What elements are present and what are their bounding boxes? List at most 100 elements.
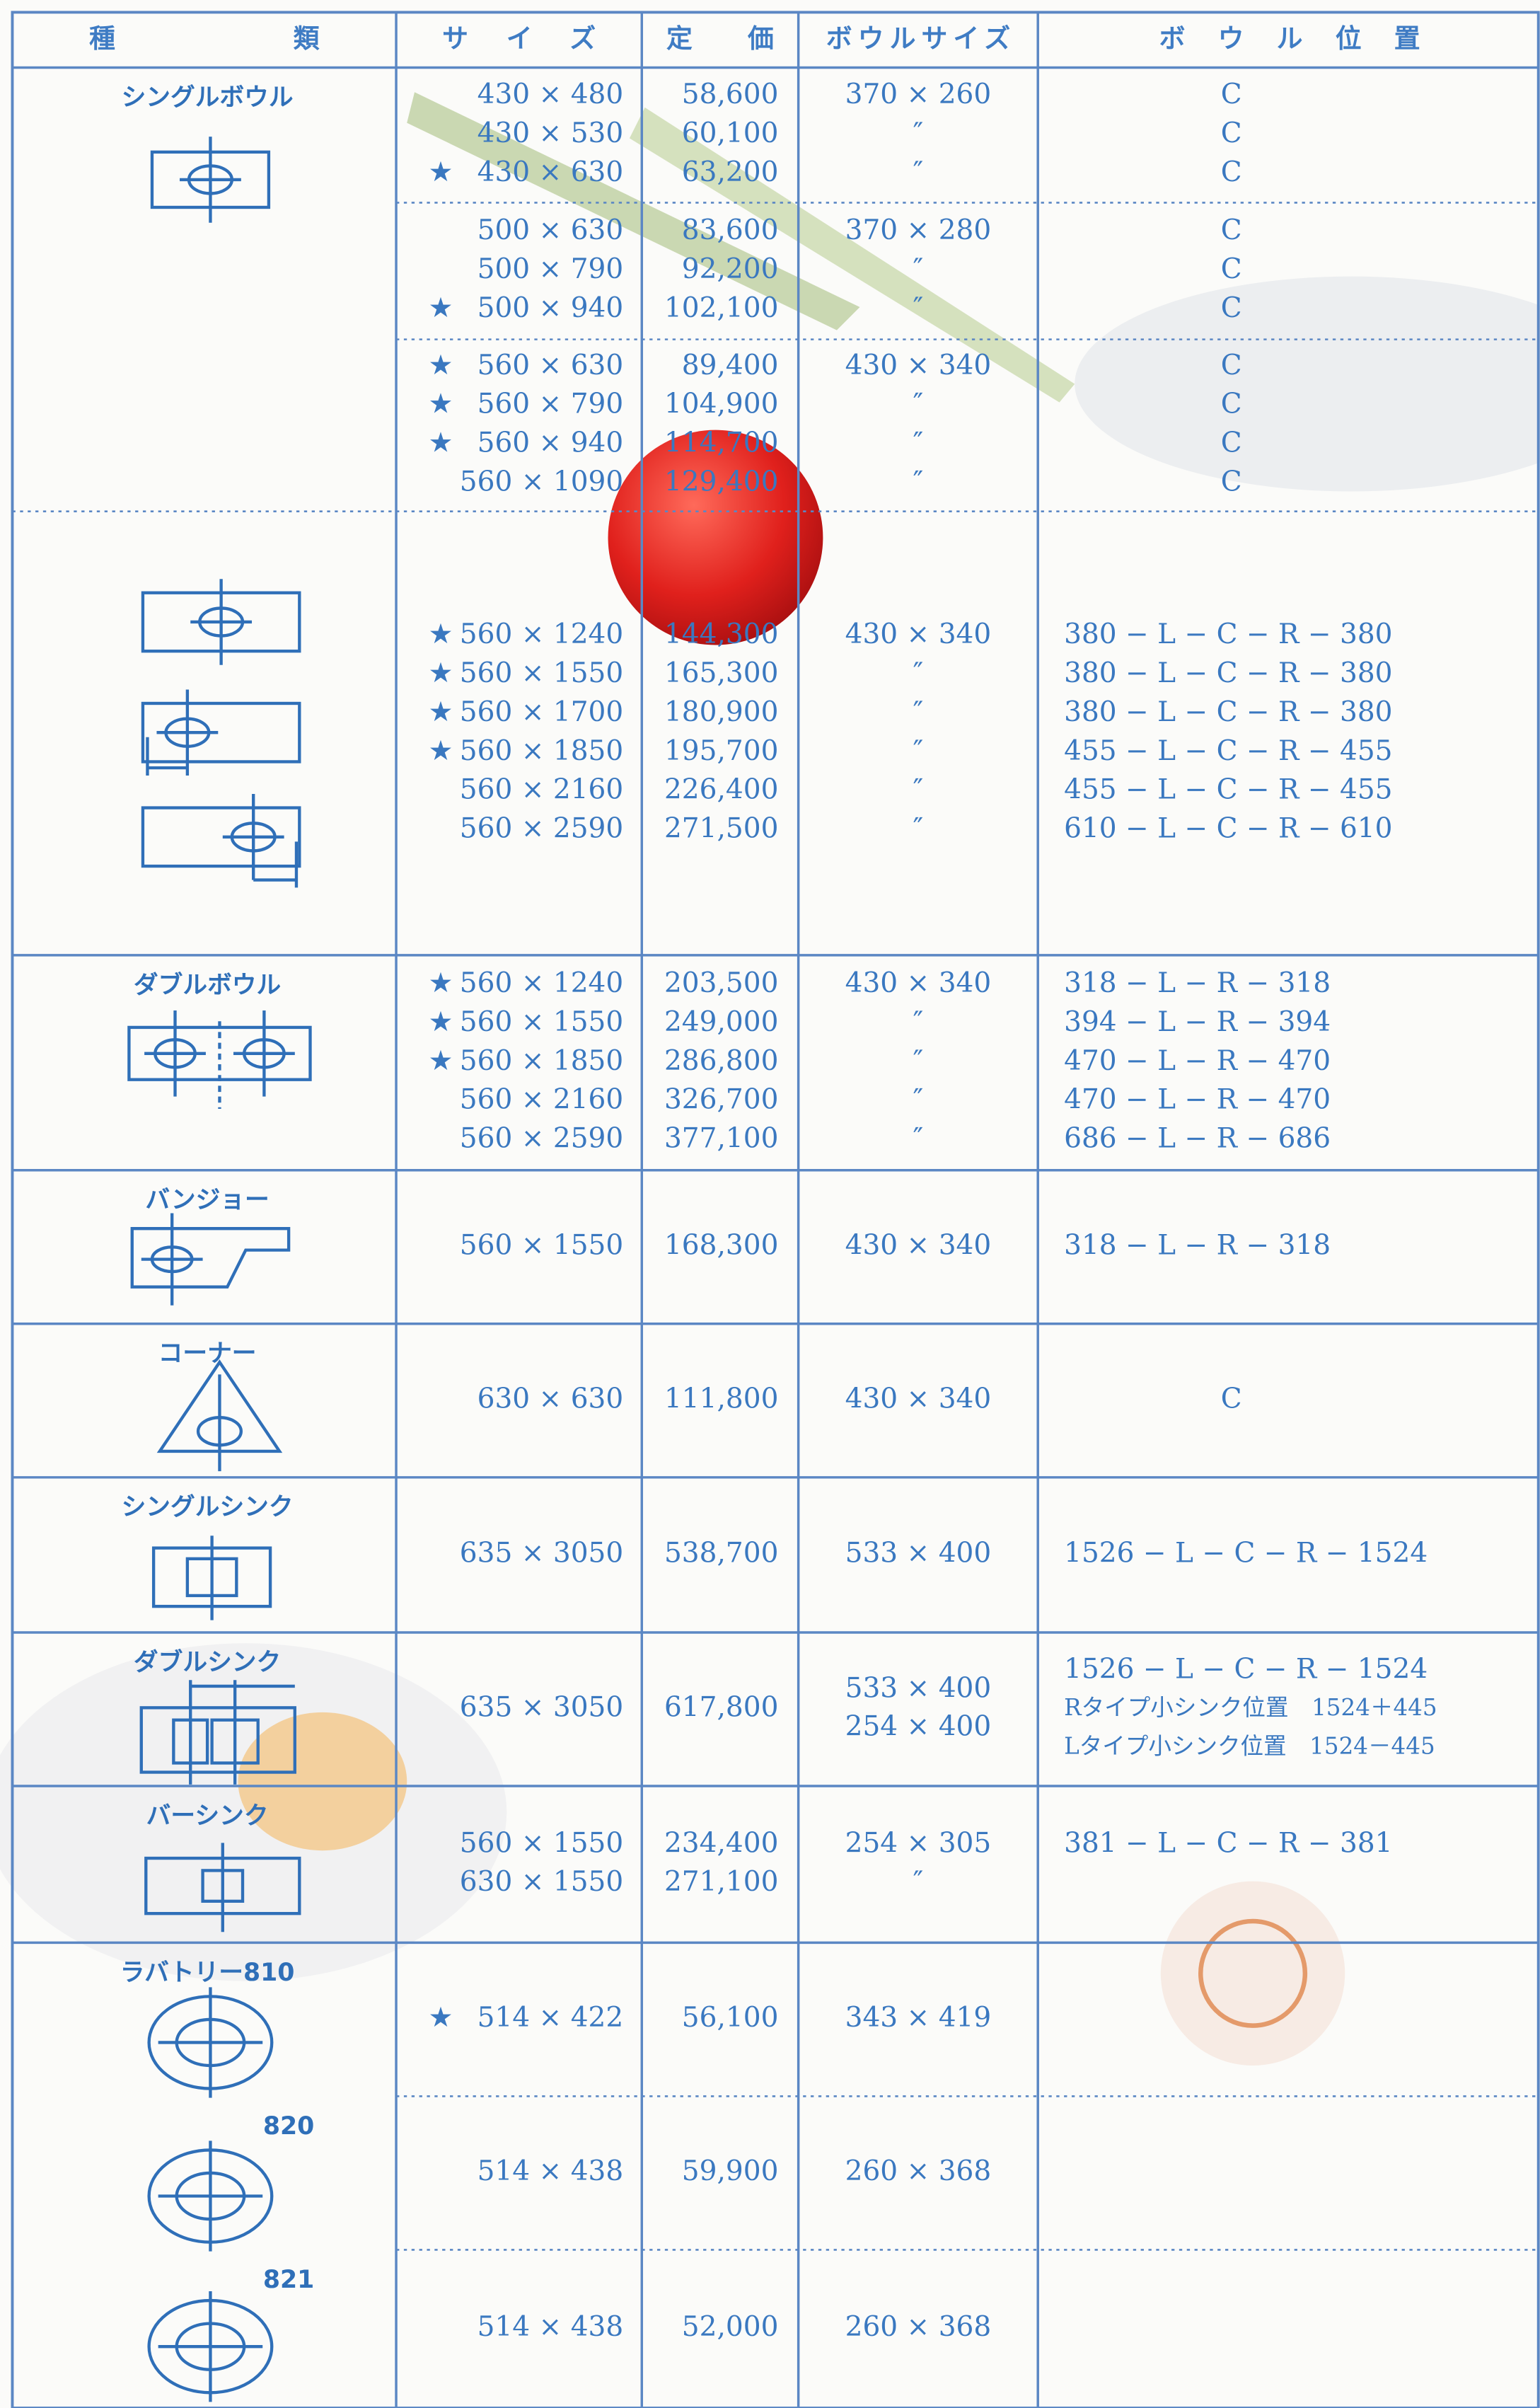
- cell-text: 560 × 1550: [460, 1006, 623, 1038]
- star-mark: ★: [428, 1045, 453, 1077]
- star-mark: ★: [428, 156, 453, 188]
- cell-text: 63,200: [682, 156, 779, 188]
- cell-text: 144,300: [664, 618, 778, 650]
- cell-text: 102,100: [664, 292, 778, 324]
- cell-text: 560 × 1550: [460, 1827, 623, 1859]
- header-cell: ボウルサイズ: [826, 23, 1010, 54]
- star-mark: ★: [428, 1006, 453, 1038]
- header-cell: サイズ: [442, 23, 596, 54]
- cell-text: ″: [913, 774, 924, 806]
- cell-text: C: [1221, 79, 1242, 110]
- cell-text: C: [1221, 253, 1242, 285]
- cell-text: 560 × 790: [477, 388, 624, 420]
- section-label: バンジョー: [145, 1186, 269, 1214]
- cell-text: 318 − L − R − 318: [1064, 1229, 1331, 1261]
- cell-text: 470 − L − R − 470: [1064, 1084, 1331, 1116]
- cell-text: 318 − L − R − 318: [1064, 967, 1331, 999]
- cell-text: ″: [913, 156, 924, 188]
- cell-text: 271,500: [664, 813, 778, 845]
- cell-text: 560 × 630: [477, 350, 624, 381]
- header-cell: ボウル位置: [1159, 23, 1420, 54]
- cell-text: 560 × 1850: [460, 735, 623, 767]
- cell-text: 560 × 2160: [460, 1084, 623, 1116]
- star-mark: ★: [428, 618, 453, 650]
- cell-text: ″: [913, 1045, 924, 1077]
- cell-text: ″: [913, 1084, 924, 1116]
- cell-text: ″: [913, 253, 924, 285]
- icon-shape: [141, 806, 301, 868]
- icon-shape: [141, 701, 301, 764]
- cell-text: ″: [913, 657, 924, 689]
- cell-text: ″: [913, 735, 924, 767]
- cell-text: 1526 − L − C − R − 1524: [1064, 1537, 1428, 1569]
- table-border: [11, 11, 1540, 2408]
- cell-text: ″: [913, 1123, 924, 1155]
- cell-text: ″: [913, 427, 924, 459]
- header-cell: 定価: [666, 23, 774, 54]
- cell-text: 52,000: [682, 2311, 779, 2343]
- cell-text: 560 × 1550: [460, 1229, 623, 1261]
- cell-text: 500 × 790: [477, 253, 624, 285]
- cell-text: 165,300: [664, 657, 778, 689]
- icon-shape: [130, 1227, 291, 1289]
- cell-text: 430 × 530: [477, 117, 624, 149]
- cell-text: 533 × 400: [845, 1672, 992, 1704]
- cell-text: 56,100: [682, 2002, 779, 2034]
- star-mark: ★: [428, 427, 453, 459]
- table-grid: [11, 11, 1540, 2408]
- cell-text: 203,500: [664, 967, 778, 999]
- cell-text: C: [1221, 1383, 1242, 1415]
- cell-text: 617,800: [664, 1692, 778, 1724]
- cell-text: 560 × 2590: [460, 1123, 623, 1155]
- cell-text: ″: [913, 388, 924, 420]
- star-mark: ★: [428, 735, 453, 767]
- cell-text: 686 − L − R − 686: [1064, 1123, 1331, 1155]
- cell-text: 129,400: [664, 466, 778, 498]
- cell-text: 630 × 1550: [460, 1866, 623, 1898]
- cell-text: 430 × 340: [845, 350, 992, 381]
- cell-text: 560 × 2590: [460, 813, 623, 845]
- cell-text: 1526 − L − C − R − 1524: [1064, 1653, 1428, 1685]
- cell-text: 430 × 630: [477, 156, 624, 188]
- cell-text: ″: [913, 813, 924, 845]
- section-label: ダブルシンク: [134, 1647, 281, 1676]
- section-label: シングルボウル: [122, 83, 294, 112]
- cell-text: 455 − L − C − R − 455: [1064, 735, 1392, 767]
- cell-text: 514 × 422: [477, 2002, 624, 2034]
- section-label: ダブルボウル: [134, 970, 281, 999]
- cell-text: 560 × 1550: [460, 657, 623, 689]
- decoration: [0, 92, 1540, 2066]
- cell-text: Rタイプ小シンク位置 1524＋445: [1064, 1694, 1437, 1721]
- cell-text: 226,400: [664, 774, 778, 806]
- cell-text: 560 × 940: [477, 427, 624, 459]
- cell-text: 635 × 3050: [460, 1537, 623, 1569]
- cell-text: 326,700: [664, 1084, 778, 1116]
- section-label: 820: [263, 2112, 314, 2141]
- star-mark: ★: [428, 388, 453, 420]
- cell-text: C: [1221, 214, 1242, 246]
- cell-text: 560 × 1240: [460, 967, 623, 999]
- cell-text: 286,800: [664, 1045, 778, 1077]
- cell-text: 59,900: [682, 2155, 779, 2187]
- cell-text: C: [1221, 427, 1242, 459]
- cell-text: 343 × 419: [845, 2002, 992, 2034]
- cell-text: 635 × 3050: [460, 1692, 623, 1724]
- cell-text: 58,600: [682, 79, 779, 110]
- star-mark: ★: [428, 350, 453, 381]
- cell-text: 195,700: [664, 735, 778, 767]
- cell-text: 560 × 1850: [460, 1045, 623, 1077]
- cell-text: 470 − L − R − 470: [1064, 1045, 1331, 1077]
- cell-text: 500 × 940: [477, 292, 624, 324]
- cell-text: 370 × 260: [845, 79, 992, 110]
- cell-text: 377,100: [664, 1123, 778, 1155]
- cell-text: ″: [913, 292, 924, 324]
- cell-text: 254 × 400: [845, 1711, 992, 1743]
- section-label: 821: [263, 2266, 314, 2294]
- cell-text: 514 × 438: [477, 2311, 624, 2343]
- cell-text: C: [1221, 466, 1242, 498]
- cell-text: 92,200: [682, 253, 779, 285]
- cell-text: 430 × 340: [845, 1229, 992, 1261]
- section-label: シングルシンク: [122, 1493, 294, 1521]
- cell-text: 455 − L − C − R − 455: [1064, 774, 1392, 806]
